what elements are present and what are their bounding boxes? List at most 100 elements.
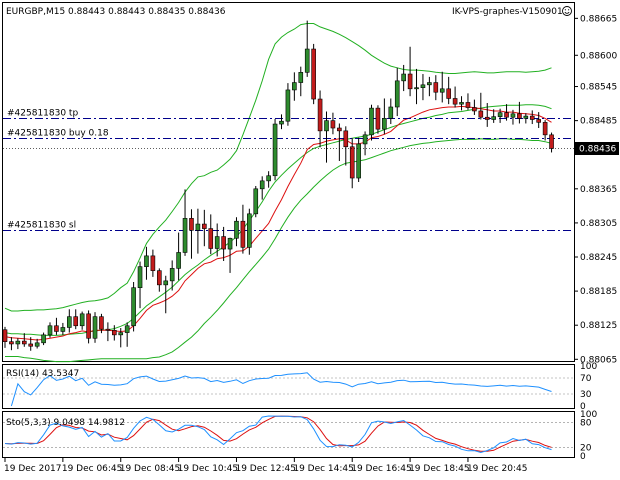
rsi-line bbox=[10, 372, 552, 407]
candle-body bbox=[137, 266, 143, 288]
candle-body bbox=[266, 175, 271, 182]
candle-body bbox=[465, 102, 471, 108]
order-line-label: #425811830 buy 0.18 bbox=[7, 129, 109, 139]
candle-body bbox=[420, 84, 426, 88]
candle-body bbox=[298, 72, 304, 83]
sto-tick-label: 0 bbox=[580, 452, 586, 462]
price-tick-label: 0.88600 bbox=[580, 51, 617, 61]
candle-body bbox=[452, 98, 458, 105]
candle-body bbox=[549, 134, 554, 149]
candle-body bbox=[285, 89, 291, 122]
price-tick-label: 0.88245 bbox=[580, 253, 617, 263]
rsi-tick-label: 0 bbox=[580, 402, 586, 412]
candle-body bbox=[484, 116, 490, 120]
candle-body bbox=[414, 87, 419, 90]
candle-body bbox=[253, 188, 259, 215]
candle-body bbox=[439, 88, 445, 93]
sto-label: Sto(5,3,3) 9.0498 14.9812 bbox=[6, 418, 125, 428]
candle-body bbox=[356, 143, 361, 179]
candle-body bbox=[343, 130, 349, 148]
candles bbox=[2, 20, 554, 351]
bollinger-upper-line bbox=[4, 23, 552, 312]
candle-body bbox=[491, 116, 496, 120]
candle-body bbox=[259, 180, 265, 190]
candle-body bbox=[497, 112, 503, 117]
candle-body bbox=[317, 98, 323, 132]
candle-body bbox=[157, 270, 162, 286]
candle-body bbox=[472, 107, 477, 112]
bollinger-lower-line bbox=[5, 138, 552, 363]
symbol-info: EURGBP,M15 0.88443 0.88443 0.88435 0.884… bbox=[6, 7, 226, 17]
candle-body bbox=[304, 48, 310, 73]
candle-body bbox=[202, 223, 207, 229]
candle-body bbox=[9, 341, 14, 345]
candle-body bbox=[427, 82, 432, 86]
candle-body bbox=[176, 252, 181, 269]
candle-body bbox=[67, 316, 72, 328]
candle-body bbox=[446, 88, 451, 99]
time-tick-label: 19 Dec 20:45 bbox=[467, 464, 528, 474]
sto-tick-label: 80 bbox=[580, 418, 592, 428]
candle-body bbox=[15, 340, 21, 345]
price-tick-label: 0.88665 bbox=[580, 14, 617, 24]
bollinger-bands bbox=[4, 23, 552, 363]
time-tick-label: 19 Dec 16:45 bbox=[351, 464, 412, 474]
candle-body bbox=[536, 119, 541, 123]
candle-body bbox=[208, 228, 214, 249]
price-tick-label: 0.88545 bbox=[580, 83, 617, 93]
time-tick-label: 19 Dec 10:45 bbox=[178, 464, 239, 474]
current-price-marker: 0.88436 bbox=[575, 142, 619, 155]
candle-body bbox=[394, 80, 400, 108]
candle-body bbox=[124, 325, 130, 333]
candle-body bbox=[382, 118, 387, 130]
candle-body bbox=[240, 220, 246, 248]
candle-body bbox=[523, 115, 529, 119]
candle-body bbox=[478, 110, 484, 118]
time-tick-label: 19 Dec 18:45 bbox=[409, 464, 470, 474]
sto-main-line bbox=[4, 415, 552, 454]
candle-body bbox=[349, 146, 355, 179]
order-line-label: #425811830 sl bbox=[7, 221, 76, 231]
candle-body bbox=[214, 236, 220, 249]
candle-body bbox=[388, 106, 394, 119]
candle-body bbox=[47, 325, 53, 336]
candle-body bbox=[504, 112, 509, 118]
sto-tick-label: 20 bbox=[580, 444, 592, 454]
candle-body bbox=[337, 127, 342, 132]
candle-body bbox=[60, 327, 66, 332]
rsi-tick-label: 70 bbox=[580, 374, 592, 384]
order-lines: #425811830 tp #425811830 buy 0.18 #4258118… bbox=[3, 109, 574, 231]
candle-body bbox=[529, 115, 535, 120]
current-price-label: 0.88436 bbox=[579, 145, 616, 155]
candle-body bbox=[459, 102, 464, 105]
candle-body bbox=[182, 218, 188, 253]
time-tick-label: 19 Dec 14:45 bbox=[293, 464, 354, 474]
price-tick-label: 0.88185 bbox=[580, 287, 617, 297]
rsi-label: RSI(14) 43.5347 bbox=[6, 369, 79, 379]
time-tick-label: 19 Dec 08:45 bbox=[120, 464, 181, 474]
candle-body bbox=[375, 107, 381, 130]
candle-body bbox=[407, 73, 413, 90]
order-line-label: #425811830 tp bbox=[7, 109, 78, 119]
time-tick-label: 19 Dec 06:45 bbox=[62, 464, 123, 474]
price-tick-label: 0.88365 bbox=[580, 185, 617, 195]
candle-body bbox=[227, 237, 233, 250]
candle-body bbox=[21, 340, 27, 345]
candle-body bbox=[34, 342, 40, 347]
price-tick-label: 0.88305 bbox=[580, 219, 617, 229]
candle-body bbox=[221, 236, 226, 250]
candle-body bbox=[324, 120, 329, 132]
rsi-panel-frame bbox=[2, 364, 575, 409]
rsi-tick-label: 30 bbox=[580, 390, 592, 400]
candle-body bbox=[73, 316, 79, 327]
candle-body bbox=[118, 332, 124, 336]
sto-panel-frame bbox=[2, 411, 575, 458]
candle-body bbox=[163, 280, 169, 286]
expert-label: IK-VPS-graphes-V150901 bbox=[452, 7, 563, 17]
time-tick-label: 19 Dec 12:45 bbox=[235, 464, 296, 474]
candle-body bbox=[150, 255, 156, 271]
candle-body bbox=[433, 82, 439, 93]
